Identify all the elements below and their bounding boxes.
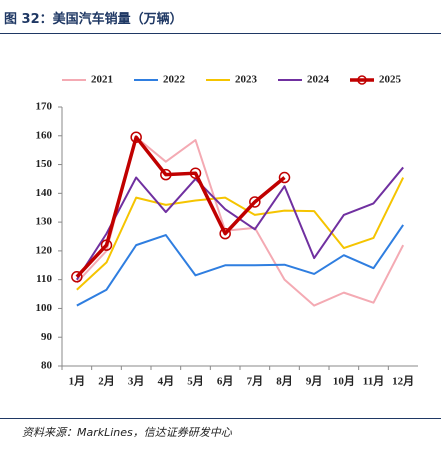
point-marker [130,131,142,143]
point-marker [100,239,113,251]
point-marker [249,196,261,208]
legend-marker [357,75,367,85]
y-tick-label: 130 [36,216,53,228]
y-tick-label: 80 [41,360,53,372]
chart: 80 90 100 110 120 130 140 150 160 170 1月 2月 3月 4月 5月 6月… [36,74,418,388]
x-tick-label: 10月 [333,375,355,388]
y-tick-label: 170 [36,101,53,113]
source-note: 资料来源：MarkLines，信达证券研发中心 [22,426,232,439]
x-tick-label: 7月 [247,375,264,388]
x-tick-label: 11月 [363,375,384,388]
x-tick-label: 2月 [98,375,115,388]
series-line [76,224,404,307]
legend-label: 2024 [307,74,330,86]
y-tick-label: 120 [36,244,53,256]
x-tick-label: 4月 [158,375,175,388]
y-tick-label: 110 [36,273,52,285]
y-tick-label: 100 [36,302,53,314]
series-line [75,166,404,281]
x-tick-label: 1月 [69,375,86,388]
point-marker [189,167,202,179]
x-tick-label: 5月 [187,375,204,388]
point-marker [71,271,83,283]
point-marker [219,227,231,240]
point-marker [278,171,291,184]
y-tick-label: 140 [36,187,53,199]
legend-label: 2022 [163,74,186,86]
point-marker [160,168,172,181]
source-rule [0,418,441,419]
series-line [75,135,286,278]
title-rule [0,33,441,34]
x-tick-label: 3月 [128,375,145,388]
legend-label: 2025 [379,74,402,86]
y-tick-label: 160 [36,129,53,141]
series-line [76,177,405,291]
x-tick-label: 9月 [306,375,323,388]
x-tick-label: 6月 [217,375,234,388]
x-tick-label: 12月 [392,375,414,388]
y-tick-label: 90 [41,331,53,343]
legend-label: 2021 [91,74,113,86]
figure-title: 图 32：美国汽车销量（万辆） [4,12,183,27]
y-tick-label: 150 [36,158,53,170]
legend-label: 2023 [235,74,258,86]
x-tick-label: 8月 [276,375,293,388]
